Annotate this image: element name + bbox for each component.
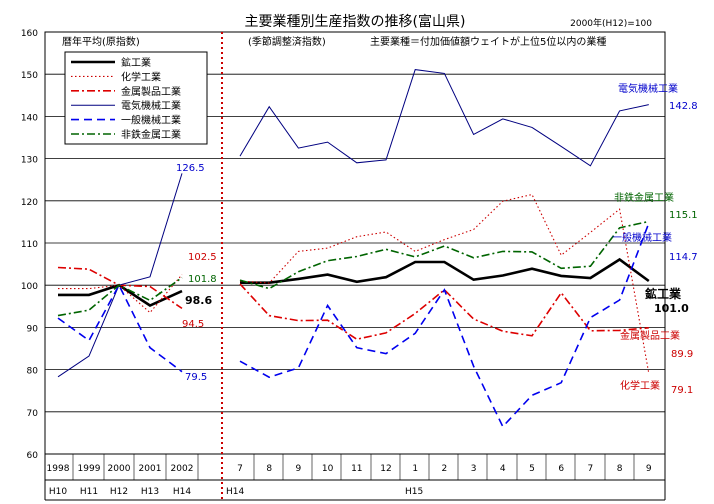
y-tick-label: 130 — [21, 156, 38, 166]
x-tick-label-month: 12 — [380, 464, 391, 474]
industry-note: 主要業種＝付加価値額ウェイトが上位5位以内の業種 — [370, 35, 606, 48]
legend-label: 一般機械工業 — [121, 114, 181, 127]
y-tick-label: 80 — [27, 367, 39, 377]
series-end-label: 非鉄金属工業 — [614, 191, 674, 204]
series-annual-value: 126.5 — [176, 163, 205, 174]
plot-frame — [44, 31, 666, 455]
x-tick-label-month: 3 — [471, 464, 477, 474]
series-line-monthly-5 — [239, 220, 649, 290]
x-era-label: H12 — [110, 487, 128, 497]
series-end-label: 一般機械工業 — [612, 231, 672, 244]
annual-average-label: 暦年平均(原指数) — [62, 35, 140, 48]
legend-label: 電気機械工業 — [121, 99, 181, 112]
x-era-label: H10 — [49, 487, 67, 497]
x-tick-label-month: 10 — [322, 464, 334, 474]
x-tick-label-month: 8 — [266, 464, 272, 474]
series-line-annual-5 — [57, 276, 183, 317]
x-tick-label-month: 4 — [500, 464, 506, 474]
y-tick-label: 140 — [21, 113, 38, 123]
series-end-value: 114.7 — [669, 252, 698, 263]
x-era-label: H14 — [173, 487, 191, 497]
series-end-value: 142.8 — [669, 101, 698, 112]
x-tick-label-month: 11 — [351, 464, 362, 474]
series-line-monthly-0 — [240, 257, 650, 285]
series-end-label: 化学工業 — [620, 379, 660, 392]
x-tick-label-month: 6 — [558, 464, 564, 474]
x-tick-label-year: 2001 — [139, 464, 162, 474]
y-tick-label: 160 — [21, 29, 38, 39]
legend-label: 金属製品工業 — [121, 85, 181, 98]
series-line-monthly-2 — [239, 283, 649, 341]
series-line-monthly-3 — [239, 69, 649, 167]
x-tick-label-month: 8 — [617, 464, 623, 474]
series-end-label: 鉱工業 — [645, 286, 682, 301]
x-tick-label-month: 2 — [442, 464, 448, 474]
x-tick-label-month: 1 — [412, 464, 418, 474]
x-tick-label-month: 7 — [237, 464, 243, 474]
series-end-value: 89.9 — [671, 349, 693, 360]
x-tick-label-year: 1998 — [47, 464, 70, 474]
legend-label: 鉱工業 — [121, 56, 151, 69]
y-tick-label: 110 — [21, 240, 38, 250]
x-axis: 1998 1999 2000 2001 2002 H10 H11 H12 H13 H14 7 8 9 10… — [44, 454, 666, 501]
series-line-annual-4 — [57, 283, 183, 373]
series-end-value: 79.1 — [671, 385, 693, 396]
series-annual-value: 101.8 — [188, 274, 217, 285]
series-annual-value: 102.5 — [188, 252, 217, 263]
x-era-label: H11 — [80, 487, 98, 497]
y-tick-label: 60 — [27, 451, 39, 461]
x-era-label: H15 — [405, 487, 423, 497]
x-tick-label-year: 2000 — [108, 464, 131, 474]
series-line-monthly-4 — [239, 222, 650, 428]
series-lines — [57, 69, 650, 428]
series-annual-value: 79.5 — [185, 372, 207, 383]
series-line-monthly-1 — [239, 193, 650, 374]
x-tick-label-month: 9 — [296, 464, 302, 474]
x-tick-label-month: 9 — [646, 464, 652, 474]
series-line-annual-3 — [57, 173, 183, 378]
x-tick-label-year: 2002 — [171, 464, 194, 474]
y-axis-ticks: 60 70 80 90 100 110 120 130 140 150 160 — [21, 29, 38, 461]
x-era-label: H13 — [141, 487, 159, 497]
y-tick-label: 70 — [27, 409, 39, 419]
chart-title: 主要業種別生産指数の推移(富山県) — [245, 13, 466, 30]
series-end-value: 101.0 — [654, 302, 689, 315]
series-end-label: 金属製品工業 — [620, 329, 680, 342]
y-tick-label: 120 — [21, 198, 38, 208]
legend-box — [64, 51, 208, 145]
y-tick-label: 90 — [27, 324, 39, 334]
y-tick-label: 150 — [21, 71, 38, 81]
x-tick-label-year: 1999 — [78, 464, 101, 474]
series-end-label: 電気機械工業 — [618, 82, 678, 95]
x-tick-label-month: 7 — [588, 464, 594, 474]
series-annual-value: 94.5 — [182, 319, 204, 330]
legend-label: 非鉄金属工業 — [121, 128, 181, 141]
series-annual-value: 98.6 — [185, 294, 212, 307]
base-note: 2000年(H12)=100 — [570, 17, 652, 29]
x-era-label: H14 — [226, 487, 244, 497]
series-end-value: 115.1 — [669, 210, 698, 221]
y-tick-label: 100 — [21, 282, 38, 292]
monthly-label: (季節調整済指数) — [248, 35, 326, 48]
x-tick-label-month: 5 — [529, 464, 535, 474]
legend-label: 化学工業 — [121, 70, 161, 83]
